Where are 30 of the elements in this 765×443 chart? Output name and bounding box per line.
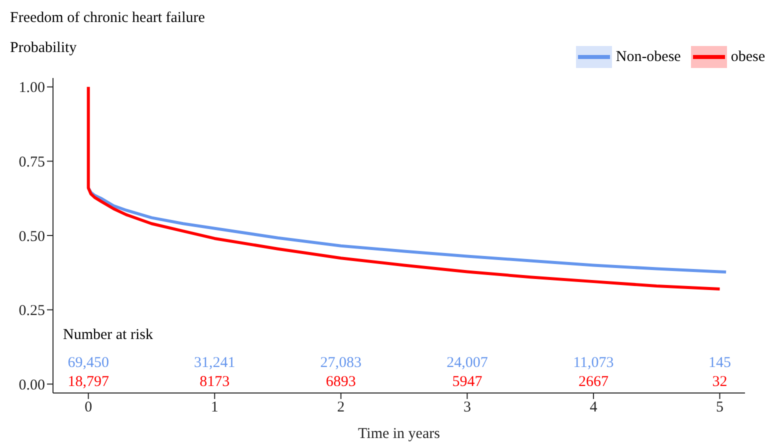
- x-axis-title: Time in years: [358, 426, 440, 442]
- chart-title: Freedom of chronic heart failure: [10, 10, 205, 27]
- y-tick-label: 0.75: [18, 154, 45, 171]
- x-tick-label: 0: [84, 400, 92, 416]
- x-tick-label: 1: [210, 400, 218, 416]
- y-tick-label: 0.50: [18, 228, 45, 245]
- x-tick-label: 3: [463, 400, 471, 416]
- y-tick-label: 0.25: [18, 303, 45, 320]
- annotation: 31,241: [194, 355, 236, 372]
- x-tick-label: 2: [337, 400, 345, 416]
- annotation: 5947: [452, 374, 482, 392]
- annotation: 27,083: [320, 355, 362, 372]
- legend-label: Non-obese: [616, 48, 681, 66]
- annotation: 8173: [200, 374, 230, 392]
- line-series: [86, 85, 722, 290]
- x-tick-label: 4: [590, 400, 598, 416]
- y-axis-title: Probability: [10, 40, 77, 57]
- annotation: 32: [712, 374, 728, 392]
- annotation: 18,797: [68, 374, 109, 392]
- annotation: 145: [708, 355, 731, 372]
- annotation: Number at risk: [63, 327, 153, 344]
- annotation: 11,073: [573, 355, 614, 372]
- y-tick-label: 0.00: [18, 377, 45, 394]
- annotation: 69,450: [68, 355, 109, 372]
- y-tick-label: 1.00: [18, 80, 45, 96]
- annotation: 6893: [326, 374, 356, 392]
- annotation: 24,007: [446, 355, 488, 372]
- annotation: 2667: [578, 374, 608, 392]
- legend-label: obese: [730, 48, 765, 66]
- x-tick-label: 5: [716, 400, 724, 416]
